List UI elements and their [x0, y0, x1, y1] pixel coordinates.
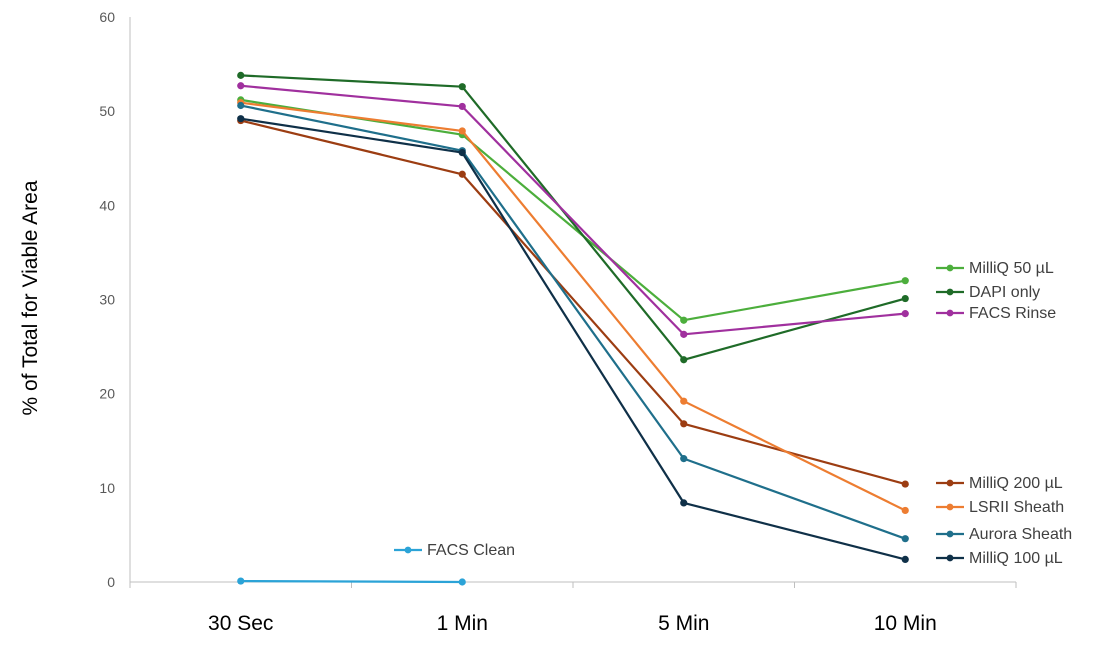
legend-label: MilliQ 100 µL — [969, 550, 1063, 567]
legend-entry: MilliQ 50 µL — [936, 260, 1054, 277]
series-milliq-200-l — [237, 116, 909, 488]
data-point — [458, 83, 466, 91]
data-point — [237, 71, 245, 79]
series-milliq-50-l — [237, 96, 909, 324]
legend-swatch-marker — [946, 479, 954, 487]
data-point — [901, 506, 909, 515]
series-line — [240, 117, 906, 561]
legend-label: LSRII Sheath — [969, 499, 1064, 516]
y-axis-title: % of Total for Viable Area — [19, 180, 42, 415]
series-lines — [237, 71, 909, 586]
legend-label: Aurora Sheath — [969, 526, 1072, 543]
series-line — [240, 579, 463, 584]
legend: MilliQ 50 µL DAPI only FACS Rinse MilliQ 20… — [394, 260, 1072, 567]
data-point — [458, 170, 466, 178]
data-point — [901, 277, 909, 285]
series-dapi-only — [237, 71, 909, 364]
data-point — [901, 294, 909, 303]
data-point — [680, 455, 688, 463]
legend-label: MilliQ 50 µL — [969, 260, 1054, 277]
data-point — [680, 397, 688, 405]
data-point — [680, 316, 688, 324]
data-point — [237, 115, 245, 123]
data-point — [237, 101, 245, 110]
legend-entry: FACS Clean — [394, 542, 515, 559]
data-point — [458, 578, 466, 586]
legend-label: FACS Clean — [427, 542, 515, 559]
legend-entry: DAPI only — [936, 284, 1040, 301]
series-line — [240, 119, 906, 486]
x-category-label: 30 Sec — [208, 612, 273, 635]
legend-entry: MilliQ 200 µL — [936, 475, 1063, 492]
legend-swatch-marker — [946, 530, 954, 538]
data-point — [458, 149, 466, 157]
x-category-label: 5 Min — [658, 612, 709, 635]
legend-entry: Aurora Sheath — [936, 526, 1072, 543]
data-point — [458, 127, 466, 135]
series-line — [240, 84, 906, 336]
y-tick-label: 0 — [107, 574, 115, 590]
data-point — [680, 330, 688, 338]
legend-swatch-marker — [946, 554, 954, 562]
legend-swatch-marker — [946, 264, 954, 272]
x-category-label: 1 Min — [437, 612, 488, 635]
x-category-label: 10 Min — [874, 612, 937, 635]
series-facs-rinse — [237, 82, 909, 338]
legend-label: MilliQ 200 µL — [969, 475, 1063, 492]
data-point — [237, 82, 245, 90]
legend-swatch-marker — [946, 503, 954, 511]
legend-label: DAPI only — [969, 284, 1040, 301]
data-point — [901, 535, 909, 543]
data-point — [680, 420, 688, 428]
legend-swatch-marker — [946, 309, 954, 317]
data-point — [901, 555, 909, 564]
y-tick-label: 30 — [99, 292, 115, 308]
series-line — [240, 74, 906, 361]
y-tick-label: 60 — [99, 9, 115, 25]
y-tick-label: 10 — [99, 480, 115, 496]
x-axis: 30 Sec 1 Min 5 Min 10 Min — [129, 581, 1017, 635]
y-tick-label: 40 — [99, 197, 115, 213]
data-point — [901, 480, 909, 488]
data-point — [458, 102, 466, 111]
legend-swatch-marker — [946, 288, 954, 296]
y-tick-label: 20 — [99, 386, 115, 402]
data-point — [680, 356, 688, 364]
legend-entry: LSRII Sheath — [936, 499, 1064, 516]
legend-swatch-marker — [404, 546, 412, 554]
data-point — [901, 310, 909, 318]
legend-entry: MilliQ 100 µL — [936, 550, 1063, 567]
data-point — [680, 499, 688, 507]
series-line — [240, 101, 906, 512]
data-point — [237, 577, 245, 585]
series-milliq-100-l — [237, 115, 909, 564]
y-axis: 0 10 20 30 40 50 60 — [99, 9, 131, 590]
series-facs-clean — [237, 577, 466, 586]
series-line — [240, 104, 906, 540]
y-tick-label: 50 — [99, 103, 115, 119]
legend-entry: FACS Rinse — [936, 305, 1056, 322]
legend-label: FACS Rinse — [969, 305, 1056, 322]
